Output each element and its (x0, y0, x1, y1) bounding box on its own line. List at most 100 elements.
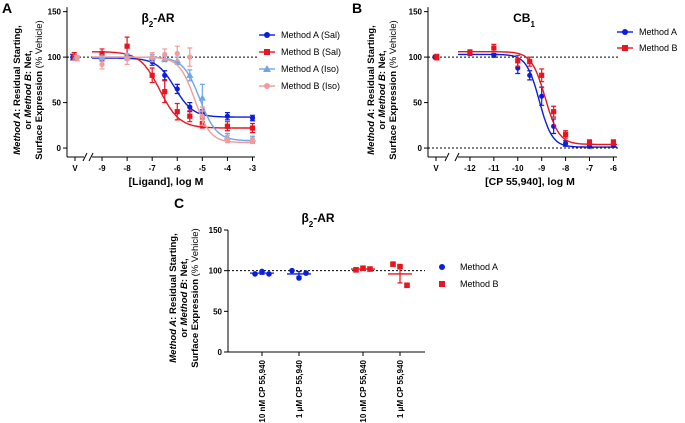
panel-b-xlabel: [CP 55,940], log M (485, 176, 575, 188)
panel-a-legend: Method A (Sal) Method B (Sal) Method A (Is… (259, 30, 341, 91)
data-point (266, 271, 272, 277)
panel-c: C β2-AR Method A: Residual Starting, or … (168, 195, 499, 423)
panel-c-ylabel-3: Surface Expression (% Vehicle) (190, 228, 201, 367)
panel-c-ylabel-2c: : Net, (179, 258, 190, 282)
data-point (515, 58, 521, 64)
x-tick-label: -7 (586, 164, 594, 173)
data-point (186, 71, 194, 78)
data-point (249, 125, 256, 131)
panel-b-title-main: CB (513, 11, 531, 25)
y-tick-label: 50 (413, 99, 422, 108)
panel-b-ylabel-1: Method A: Residual Starting, (366, 25, 377, 155)
legend-marker (264, 49, 270, 55)
data-point (249, 115, 256, 121)
data-point (252, 271, 258, 277)
fit-curve-1 (458, 53, 617, 148)
panel-a-ylabel-2b: Method B (23, 74, 34, 117)
panel-c-plot (228, 261, 425, 289)
legend-label: Method A (Sal) (281, 30, 340, 40)
panel-b-title-sub: 1 (530, 20, 535, 29)
y-tick-label: 0 (57, 144, 62, 153)
data-point (367, 266, 373, 272)
panel-c-legend: Method A Method B (439, 262, 499, 289)
panel-c-ylabel-2: or Method B: Net, (179, 258, 190, 337)
data-point (610, 139, 617, 146)
x-tick-label: -11 (488, 164, 500, 173)
x-tick-label: -8 (124, 164, 132, 173)
panel-a-ylabel-1: Method A: Residual Starting, (12, 25, 23, 155)
data-point (289, 267, 295, 274)
data-point (162, 89, 168, 95)
panel-c-title-rest: -AR (313, 211, 335, 225)
data-point (198, 94, 206, 101)
data-point (224, 113, 231, 119)
legend-label: Method B (Iso) (281, 81, 340, 91)
x-tick-label: 1 μM CP 55,940 (396, 359, 405, 418)
panel-a: A β2-AR Method A: Residual Starting, or … (2, 0, 341, 188)
panel-b: B CB1 Method A: Residual Starting, or Me… (352, 0, 678, 188)
y-tick-label: 100 (209, 267, 223, 276)
data-point (303, 270, 309, 276)
y-tick-label: 150 (409, 8, 423, 17)
panel-a-title-rest: -AR (153, 11, 175, 25)
y-tick-label: 150 (209, 226, 223, 235)
panel-c-title: β2-AR (301, 211, 334, 229)
panel-a-ylabel-3b: (% Vehicle) (34, 20, 45, 68)
legend-label: Method B (Sal) (281, 47, 341, 57)
data-point (124, 56, 130, 62)
data-point (397, 263, 403, 270)
panel-b-ylabel-2a: or (377, 117, 388, 129)
data-point (187, 113, 193, 119)
panel-b-ylabel-1b: : Residual Starting, (366, 25, 377, 112)
panel-c-ylabel-1a: Method A (168, 320, 179, 363)
y-tick-label: 100 (409, 53, 423, 62)
x-tick-label: -9 (538, 164, 546, 173)
panel-a-xlabel: [Ligand], log M (129, 176, 204, 188)
panel-a-label: A (2, 0, 12, 16)
data-point (162, 51, 168, 57)
axis-break-mark (82, 152, 94, 162)
panel-a-ylabel-2c: : Net, (23, 50, 34, 74)
legend-marker (263, 65, 271, 72)
panel-b-ylabel-3b: (% Vehicle) (388, 20, 399, 68)
x-tick-label: 10 nM CP 55,940 (258, 359, 267, 422)
y-tick-label: 50 (213, 307, 222, 316)
panel-c-title-main: β (301, 211, 308, 225)
x-tick-label: 1 μM CP 55,940 (295, 359, 304, 418)
data-point (527, 59, 533, 65)
data-point (199, 113, 205, 119)
x-tick-label: -6 (610, 164, 618, 173)
panel-b-legend: Method A Method B (617, 27, 678, 53)
x-tick-label: -3 (249, 164, 257, 173)
x-tick-label: V (72, 164, 78, 173)
x-tick-label: -6 (174, 164, 182, 173)
x-tick-label: -8 (562, 164, 570, 173)
x-tick-label: -10 (512, 164, 524, 173)
panel-b-axes: 0 50 100 150 V -12 -11 -10 -9 -8 -7 -6 (409, 7, 618, 173)
data-point (353, 267, 359, 273)
y-tick-label: 100 (48, 53, 62, 62)
data-point (149, 54, 155, 60)
panel-c-ylabel-2b: Method B (179, 282, 190, 325)
data-point (187, 54, 193, 60)
legend-marker (439, 264, 445, 270)
data-point (174, 86, 180, 92)
panel-c-ylabel-1b: : Residual Starting, (168, 233, 179, 320)
legend-label: Method B (460, 279, 499, 289)
data-point (174, 109, 180, 115)
data-point (259, 268, 265, 275)
panel-a-title-main: β (141, 11, 148, 25)
x-tick-label: -9 (98, 164, 106, 173)
panel-a-title-sub: 2 (149, 20, 154, 29)
y-tick-label: 150 (48, 8, 62, 17)
data-point (296, 275, 302, 281)
data-point (187, 104, 193, 110)
legend-marker (264, 32, 270, 38)
data-point (491, 52, 497, 58)
data-point (527, 72, 533, 78)
data-point (539, 93, 545, 99)
data-point (174, 50, 180, 57)
legend-marker (622, 45, 628, 51)
panel-a-ylabel-1a: Method A (12, 112, 23, 155)
